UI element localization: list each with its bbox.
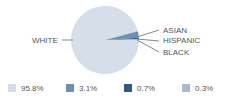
svg-text:WHITE: WHITE — [32, 36, 58, 45]
svg-text:3.1%: 3.1% — [79, 84, 97, 93]
svg-text:95.8%: 95.8% — [21, 84, 44, 93]
svg-text:HISPANIC: HISPANIC — [163, 36, 200, 45]
svg-text:0.7%: 0.7% — [137, 84, 155, 93]
svg-text:0.3%: 0.3% — [195, 84, 213, 93]
svg-text:ASIAN: ASIAN — [163, 26, 187, 35]
svg-text:BLACK: BLACK — [163, 48, 190, 57]
